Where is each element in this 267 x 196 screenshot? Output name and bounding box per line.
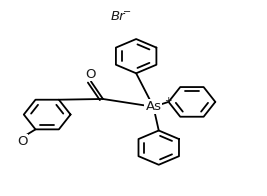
Text: −: − — [123, 7, 131, 17]
Text: +: + — [164, 96, 171, 105]
Text: O: O — [17, 135, 28, 148]
Text: Br: Br — [111, 10, 125, 23]
Text: As: As — [146, 100, 162, 113]
Text: O: O — [85, 68, 96, 81]
